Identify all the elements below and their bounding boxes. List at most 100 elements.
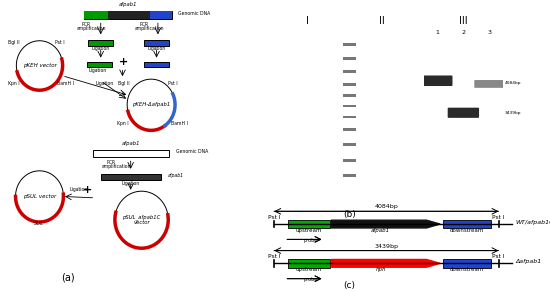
FancyBboxPatch shape: [474, 80, 505, 88]
Text: PCR: PCR: [106, 160, 116, 165]
Text: hph: hph: [376, 267, 386, 272]
Text: upstream: upstream: [295, 267, 322, 272]
FancyBboxPatch shape: [89, 40, 113, 46]
Text: BamH I: BamH I: [171, 120, 188, 125]
Text: 750bp: 750bp: [260, 113, 273, 117]
FancyBboxPatch shape: [343, 159, 356, 162]
Text: Ligation: Ligation: [147, 46, 166, 51]
FancyBboxPatch shape: [343, 83, 356, 86]
Text: amplification: amplification: [135, 26, 164, 31]
Text: PCR: PCR: [139, 22, 148, 26]
Text: +: +: [119, 57, 129, 67]
FancyBboxPatch shape: [87, 62, 112, 67]
FancyBboxPatch shape: [343, 94, 356, 97]
Text: probe: probe: [303, 237, 317, 243]
Text: Pst I: Pst I: [492, 254, 505, 259]
Text: Pst I: Pst I: [268, 254, 280, 259]
FancyBboxPatch shape: [443, 259, 491, 268]
FancyBboxPatch shape: [343, 174, 356, 177]
Text: BamH I: BamH I: [57, 81, 74, 86]
Text: 2000bp: 2000bp: [323, 115, 339, 119]
FancyBboxPatch shape: [403, 109, 422, 117]
Text: downstream: downstream: [450, 228, 484, 233]
FancyBboxPatch shape: [343, 70, 356, 73]
FancyBboxPatch shape: [343, 105, 356, 107]
FancyBboxPatch shape: [343, 58, 356, 60]
Text: probe: probe: [303, 277, 317, 282]
Text: amplification: amplification: [101, 164, 131, 169]
Text: WT/afpab1C: WT/afpab1C: [516, 220, 550, 225]
Title: I: I: [306, 16, 309, 26]
Text: amplification: amplification: [77, 26, 106, 31]
Text: 3: 3: [488, 30, 492, 36]
Text: 4084bp: 4084bp: [504, 81, 521, 85]
Text: 3: 3: [410, 30, 414, 36]
FancyBboxPatch shape: [288, 220, 329, 228]
Text: Bgl II: Bgl II: [8, 40, 20, 45]
Text: Δafpab1: Δafpab1: [516, 259, 542, 264]
Text: Ligation: Ligation: [92, 46, 110, 51]
Text: afpab1: afpab1: [371, 228, 390, 233]
Text: pKEH-Δafpab1: pKEH-Δafpab1: [132, 102, 170, 107]
Text: 3000bp: 3000bp: [323, 104, 339, 108]
FancyBboxPatch shape: [343, 116, 356, 118]
Text: Kpn I: Kpn I: [117, 120, 129, 125]
Text: Ligation: Ligation: [89, 68, 107, 73]
FancyBboxPatch shape: [84, 11, 108, 19]
FancyBboxPatch shape: [421, 75, 453, 86]
Text: (c): (c): [343, 281, 355, 290]
FancyArrow shape: [331, 220, 440, 228]
FancyBboxPatch shape: [150, 11, 172, 19]
Text: 2: 2: [390, 30, 394, 36]
FancyBboxPatch shape: [288, 259, 329, 268]
Text: PCR: PCR: [82, 22, 91, 26]
Text: 3439bp: 3439bp: [375, 244, 398, 249]
FancyBboxPatch shape: [144, 40, 169, 46]
Text: upstream: upstream: [295, 228, 322, 233]
Text: pKEH vector: pKEH vector: [23, 63, 57, 68]
Text: afpab1: afpab1: [168, 173, 184, 178]
Text: (a): (a): [61, 273, 75, 283]
Text: Pst I: Pst I: [268, 215, 280, 220]
Text: Genomic DNA: Genomic DNA: [177, 149, 208, 154]
Text: 1: 1: [284, 30, 288, 36]
Text: Ligation: Ligation: [96, 81, 114, 86]
Text: pSUL vector: pSUL vector: [23, 194, 56, 199]
FancyBboxPatch shape: [362, 109, 381, 117]
FancyBboxPatch shape: [297, 105, 318, 113]
FancyBboxPatch shape: [84, 11, 172, 19]
Title: II: II: [379, 16, 384, 26]
Text: 1: 1: [435, 30, 439, 36]
Text: Pst I: Pst I: [492, 215, 505, 220]
FancyBboxPatch shape: [108, 11, 150, 19]
Text: 2: 2: [461, 30, 465, 36]
Text: SUL: SUL: [35, 221, 45, 226]
Text: Kpn I: Kpn I: [8, 81, 19, 86]
Text: afpab1: afpab1: [119, 2, 137, 7]
FancyArrow shape: [331, 260, 440, 267]
Text: 1: 1: [370, 30, 373, 36]
Text: Bgl II: Bgl II: [118, 81, 129, 86]
FancyBboxPatch shape: [443, 220, 491, 228]
Text: (b): (b): [343, 210, 356, 219]
FancyBboxPatch shape: [343, 128, 356, 131]
FancyBboxPatch shape: [343, 43, 356, 46]
FancyBboxPatch shape: [343, 143, 356, 146]
FancyBboxPatch shape: [144, 62, 169, 67]
FancyBboxPatch shape: [92, 150, 169, 157]
Text: pSUL_afpab1C
vector: pSUL_afpab1C vector: [123, 214, 161, 226]
Text: 1000bp: 1000bp: [257, 102, 273, 106]
Text: M: M: [349, 30, 354, 36]
Text: 3439bp: 3439bp: [504, 111, 521, 116]
Text: Ligation: Ligation: [122, 181, 140, 186]
Title: III: III: [459, 16, 468, 26]
Text: +: +: [82, 185, 92, 195]
Text: Pst I: Pst I: [168, 81, 178, 86]
FancyBboxPatch shape: [101, 174, 161, 180]
Text: Genomic DNA: Genomic DNA: [178, 11, 211, 16]
FancyBboxPatch shape: [448, 108, 479, 118]
Text: afpab1: afpab1: [122, 141, 140, 146]
Text: 2: 2: [305, 30, 310, 36]
Text: downstream: downstream: [450, 267, 484, 272]
Text: Ligation: Ligation: [69, 187, 87, 192]
